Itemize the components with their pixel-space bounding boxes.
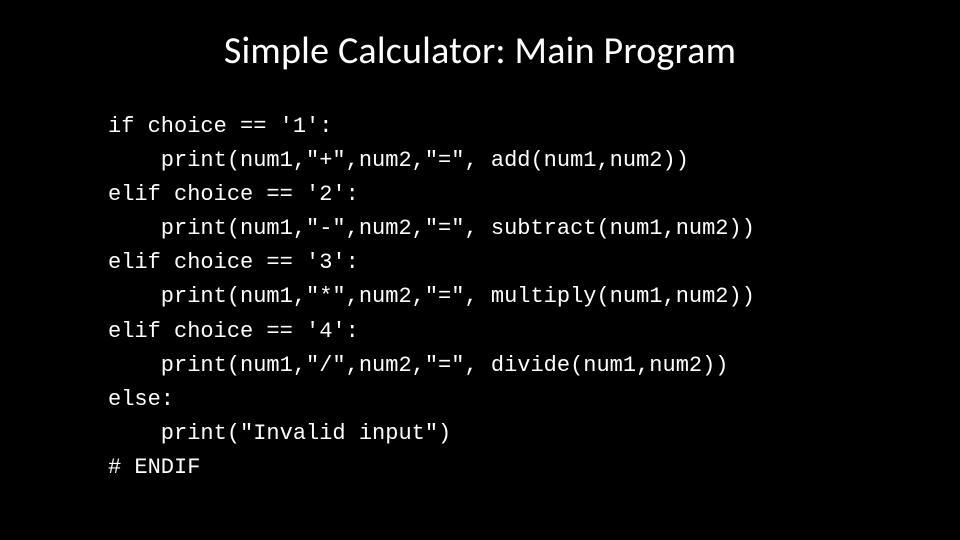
- code-line: print(num1,"-",num2,"=", subtract(num1,n…: [108, 216, 755, 241]
- code-line: print(num1,"*",num2,"=", multiply(num1,n…: [108, 284, 755, 309]
- code-line: elif choice == '4':: [108, 319, 359, 344]
- slide-title: Simple Calculator: Main Program: [0, 28, 960, 74]
- code-line: else:: [108, 387, 174, 412]
- code-block: if choice == '1': print(num1,"+",num2,"=…: [108, 110, 755, 485]
- code-line: elif choice == '2':: [108, 182, 359, 207]
- code-line: print(num1,"+",num2,"=", add(num1,num2)): [108, 148, 689, 173]
- code-line: print(num1,"/",num2,"=", divide(num1,num…: [108, 353, 729, 378]
- code-line: # ENDIF: [108, 455, 200, 480]
- code-line: if choice == '1':: [108, 114, 332, 139]
- code-line: print("Invalid input"): [108, 421, 451, 446]
- slide: Simple Calculator: Main Program if choic…: [0, 0, 960, 540]
- code-line: elif choice == '3':: [108, 250, 359, 275]
